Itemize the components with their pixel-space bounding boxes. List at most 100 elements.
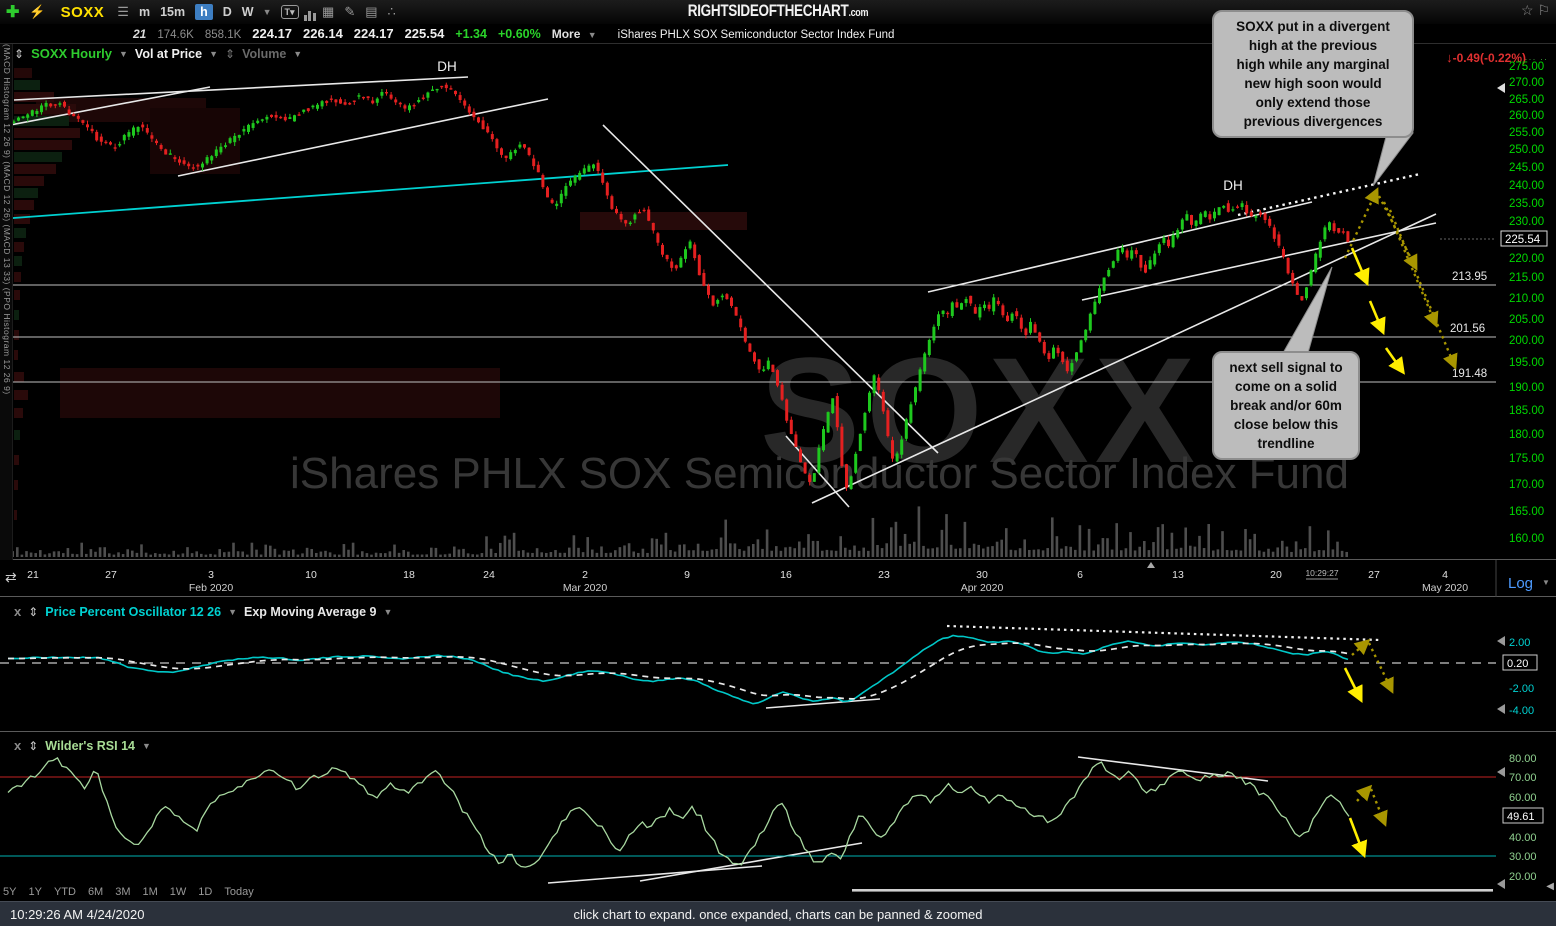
add-chart-icon[interactable]: ✚ [6,4,20,21]
bar-count: 21 [133,27,147,41]
flag-icon[interactable]: ⚐ [1537,2,1550,18]
chevron-down-icon[interactable]: ▼ [383,606,393,617]
preset-5y[interactable]: 5Y [3,886,17,898]
svg-text:DH: DH [437,59,457,74]
timeframe-dropdown-icon[interactable]: ▼ [262,7,272,17]
close-icon[interactable]: x [14,604,22,619]
tv-icon[interactable]: T▾ [280,5,299,19]
mini-sparkline-dots: ··· ·· [1524,54,1548,64]
ticker-symbol[interactable]: SOXX [60,3,105,21]
bar-chart-icon[interactable] [303,3,318,21]
daily-change: ↓-0.49(-0.22%) [1446,50,1526,65]
svg-text:165.00: 165.00 [1509,506,1544,518]
svg-text:185.00: 185.00 [1509,405,1544,417]
updown-icon[interactable]: ⇕ [225,46,236,61]
chevron-down-icon[interactable]: ▼ [118,48,128,59]
chevron-down-icon[interactable]: ▼ [293,48,303,59]
svg-text:Apr 2020: Apr 2020 [961,582,1004,594]
svg-text:260.00: 260.00 [1509,110,1544,122]
chevron-down-icon[interactable]: ▼ [228,606,238,617]
svg-text:May 2020: May 2020 [1422,582,1468,594]
quote-open: 224.17 [252,26,293,41]
more-button[interactable]: More ▼ [551,27,597,41]
annotation-callout-divergent-high[interactable]: SOXX put in a divergent high at the previ… [1212,10,1414,138]
quote-low: 224.17 [353,26,394,41]
svg-text:⇄: ⇄ [5,569,17,585]
svg-text:23: 23 [878,569,890,581]
list-icon[interactable]: ☰ [117,4,129,19]
svg-text:13: 13 [1172,569,1184,581]
bolt-icon[interactable]: ⚡ [29,4,46,19]
share-icon[interactable]: ∴ [387,4,396,19]
down-arrow-icon: ↓ [1446,50,1453,65]
status-bar: 10:29:26 AM 4/24/2020 click chart to exp… [0,901,1556,926]
timeframe-minute[interactable]: m [138,5,151,19]
close-icon[interactable]: x [14,738,22,753]
svg-text:20.00: 20.00 [1509,871,1537,883]
svg-text:170.00: 170.00 [1509,479,1544,491]
chart-scale-label[interactable]: SOXX Hourly [31,46,112,61]
svg-text:30: 30 [976,569,988,581]
preset-6m[interactable]: 6M [87,886,104,898]
star-icon[interactable]: ☆ [1520,2,1534,18]
svg-text:-2.00: -2.00 [1509,683,1534,695]
svg-text:2: 2 [582,569,588,581]
chevron-down-icon[interactable]: ▼ [142,740,151,751]
svg-text:215.00: 215.00 [1509,272,1544,284]
quote-high: 226.14 [303,26,343,41]
svg-text:175.00: 175.00 [1509,453,1544,465]
preset-1m[interactable]: 1M [142,886,158,898]
svg-text:18: 18 [403,569,415,581]
svg-text:27: 27 [105,569,117,581]
annotation-callout-sell-signal[interactable]: next sell signal to come on a solid break … [1212,351,1360,460]
main-chart-header: ⇕ SOXX Hourly ▼ Vol at Price ▼ ⇕ Volume … [14,46,302,61]
svg-text:21: 21 [27,569,39,581]
updown-icon[interactable]: ⇕ [28,604,39,619]
ppo-label[interactable]: Price Percent Oscillator 12 26 [45,604,222,619]
rsi-label[interactable]: Wilder's RSI 14 [45,738,135,753]
svg-text:Feb 2020: Feb 2020 [189,582,234,594]
rsi-panel-header: x ⇕ Wilder's RSI 14 ▼ [14,738,151,753]
timeframe-daily[interactable]: D [222,5,232,19]
svg-text:180.00: 180.00 [1509,429,1544,441]
updown-icon[interactable]: ⇕ [28,738,39,753]
svg-text:27: 27 [1368,569,1380,581]
updown-icon[interactable]: ⇕ [14,46,25,61]
preset-today[interactable]: Today [224,886,254,898]
volume-indicator-label[interactable]: Volume [242,46,287,61]
preset-1d[interactable]: 1D [198,886,213,898]
timeframe-15m[interactable]: 15m [160,5,186,19]
preset-3m[interactable]: 3M [115,886,131,898]
folder-icon[interactable]: ▤ [365,4,378,19]
vol-at-price-label[interactable]: Vol at Price [134,46,203,61]
svg-text:195.00: 195.00 [1509,357,1544,369]
svg-text:40.00: 40.00 [1509,832,1537,844]
svg-text:2.00: 2.00 [1509,637,1530,649]
svg-text:220.00: 220.00 [1509,253,1544,265]
preset-ytd[interactable]: YTD [53,886,76,898]
zoom-presets: 5Y 1Y YTD 6M 3M 1M 1W 1D Today [3,886,266,898]
status-timestamp: 10:29:26 AM 4/24/2020 [10,906,145,922]
fund-title: iShares PHLX SOX Semiconductor Sector In… [617,29,895,41]
svg-text:DH: DH [1223,178,1243,193]
svg-text:Log: Log [1508,575,1533,592]
svg-text:16: 16 [780,569,792,581]
ppo-signal-label[interactable]: Exp Moving Average 9 [244,604,377,619]
svg-text:225.54: 225.54 [1505,234,1541,246]
timeframe-weekly[interactable]: W [241,5,254,19]
preset-1w[interactable]: 1W [169,886,187,898]
svg-text:160.00: 160.00 [1509,533,1544,545]
svg-text:255.00: 255.00 [1509,127,1544,139]
volume-2: 858.1K [204,29,242,41]
timeframe-hourly[interactable]: h [195,4,213,20]
svg-text:60.00: 60.00 [1509,792,1537,804]
preset-1y[interactable]: 1Y [28,886,42,898]
calculator-icon[interactable]: ▦ [322,4,335,19]
pencil-icon[interactable]: ✎ [344,4,356,19]
quote-row: 21 174.6K 858.1K 224.17 226.14 224.17 22… [0,24,1556,65]
svg-text:10: 10 [305,569,317,581]
scroll-right-icon[interactable]: ◀ [1546,881,1554,892]
chevron-down-icon[interactable]: ▼ [209,48,218,59]
